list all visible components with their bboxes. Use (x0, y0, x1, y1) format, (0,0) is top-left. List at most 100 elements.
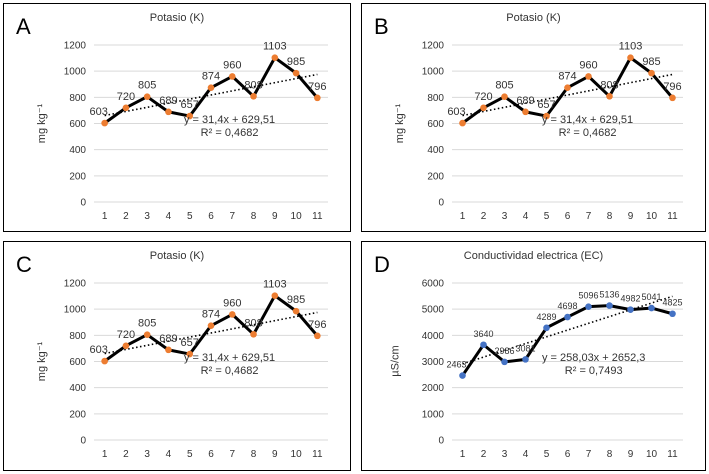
data-label: 720 (117, 329, 135, 341)
data-point (122, 104, 130, 112)
trendline-r2: R² = 0,4682 (558, 127, 617, 139)
data-label: 796 (663, 81, 681, 93)
panel-letter: D (374, 252, 390, 277)
data-label: 796 (308, 319, 326, 331)
y-tick-label: 1000 (64, 67, 87, 78)
panel-letter: C (16, 252, 32, 277)
data-label: 603 (89, 106, 107, 118)
x-tick-label: 8 (607, 211, 613, 222)
x-tick-label: 5 (544, 211, 550, 222)
y-tick-label: 200 (427, 171, 444, 182)
data-label: 5096 (578, 291, 598, 301)
x-tick-label: 3 (502, 211, 508, 222)
data-point (585, 303, 592, 310)
data-label: 720 (117, 91, 135, 103)
data-label: 808 (600, 79, 618, 91)
data-label: 805 (138, 318, 156, 330)
x-tick-label: 10 (291, 211, 303, 222)
x-tick-label: 6 (565, 449, 571, 460)
y-tick-label: 0 (80, 436, 86, 447)
data-label: 5136 (599, 290, 619, 300)
data-label: 960 (579, 59, 597, 71)
x-tick-label: 7 (229, 211, 235, 222)
y-tick-label: 400 (427, 145, 444, 156)
y-tick-label: 600 (69, 119, 86, 130)
trendline-formula: y = 31,4x + 629,51 (184, 352, 276, 364)
chart-svg: 0 1000 2000 3000 4000 5000 6000 1 2 3 4 5 6 7 8 9 10 11 24… (422, 279, 683, 460)
chart-svg: 0 200 400 600 800 1000 1200 1 2 3 4 5 6 7 8 9 10 11 603 720… (64, 279, 328, 460)
data-label: 808 (244, 79, 262, 91)
y-tick-label: 200 (69, 409, 86, 420)
data-point (314, 332, 321, 340)
data-point (669, 310, 676, 318)
data-point (165, 346, 172, 354)
data-label: 805 (495, 80, 513, 92)
x-tick-label: 6 (208, 449, 214, 460)
trendline-r2: R² = 0,7493 (564, 365, 623, 377)
trendline (104, 311, 318, 355)
data-label: 3081 (515, 343, 535, 353)
panel-b: B Potasio (K) mg kg⁻¹ 0 200 400 600 800 1000 1200… (361, 3, 706, 232)
data-point (669, 94, 676, 102)
y-tick-label: 600 (427, 119, 444, 130)
x-tick-label: 5 (187, 449, 193, 460)
x-tick-label: 7 (229, 449, 235, 460)
y-tick-label: 1200 (64, 279, 87, 290)
data-point (122, 342, 130, 350)
chart-svg: 0 200 400 600 800 1000 1200 1 2 3 4 5 6 7 8 9 10 11 603 720… (64, 41, 328, 222)
x-tick-label: 9 (272, 211, 278, 222)
chart-title: Potasio (K) (149, 12, 205, 24)
y-tick-label: 0 (438, 436, 444, 447)
panel-letter: B (374, 14, 389, 39)
x-tick-label: 9 (628, 211, 634, 222)
data-point (585, 73, 592, 80)
data-point (459, 119, 466, 127)
data-label: 657 (181, 337, 199, 349)
data-label: 985 (287, 294, 305, 306)
data-point (648, 304, 655, 312)
data-point (292, 69, 300, 77)
x-tick-label: 9 (272, 449, 278, 460)
data-label: 2463 (446, 360, 466, 370)
trendline (462, 295, 673, 365)
data-point (627, 306, 634, 313)
trendline (104, 73, 318, 117)
data-label: 657 (181, 99, 199, 111)
data-point (480, 104, 487, 112)
data-label: 4982 (620, 294, 640, 304)
y-tick-label: 0 (438, 198, 444, 209)
data-point (228, 73, 236, 80)
panel-letter: A (16, 14, 31, 39)
data-label: 985 (287, 56, 305, 68)
x-tick-label: 2 (481, 449, 487, 460)
trendline-r2: R² = 0,4682 (200, 127, 259, 139)
data-label: 5041 (641, 292, 661, 302)
y-tick-label: 1000 (422, 409, 445, 420)
trendline-equation: y = 31,4x + 629,51 R² = 0,4682 (184, 114, 275, 140)
y-tick-label: 6000 (422, 279, 445, 290)
chart-svg: 0 200 400 600 800 1000 1200 1 2 3 4 5 6 7 8 9 10 11 603 720… (422, 41, 683, 222)
x-tick-label: 10 (646, 211, 658, 222)
panel-d: D Conductividad electrica (EC) µS/cm 0 1000 2… (361, 241, 706, 471)
data-point (606, 92, 613, 100)
panel-a: A Potasio (K) mg kg⁻¹ 0 200 400 600 800 1000 1200… (3, 3, 351, 232)
x-tick-label: 11 (312, 449, 323, 460)
x-tick-label: 10 (646, 449, 658, 460)
x-tick-label: 3 (502, 449, 508, 460)
data-label: 874 (558, 71, 576, 83)
x-tick-label: 8 (607, 449, 613, 460)
x-tick-label: 4 (166, 211, 172, 222)
data-point (101, 357, 108, 365)
x-tick-label: 4 (523, 211, 529, 222)
x-tick-label: 11 (667, 449, 678, 460)
data-point (314, 94, 321, 102)
data-label: 808 (244, 317, 262, 329)
data-point (564, 313, 571, 321)
data-point (606, 302, 613, 309)
data-label: 960 (223, 297, 241, 309)
chart-title: Potasio (K) (506, 12, 561, 24)
data-point (165, 108, 172, 116)
data-label: 603 (447, 106, 465, 118)
x-tick-label: 3 (144, 211, 150, 222)
data-label: 985 (642, 56, 660, 68)
